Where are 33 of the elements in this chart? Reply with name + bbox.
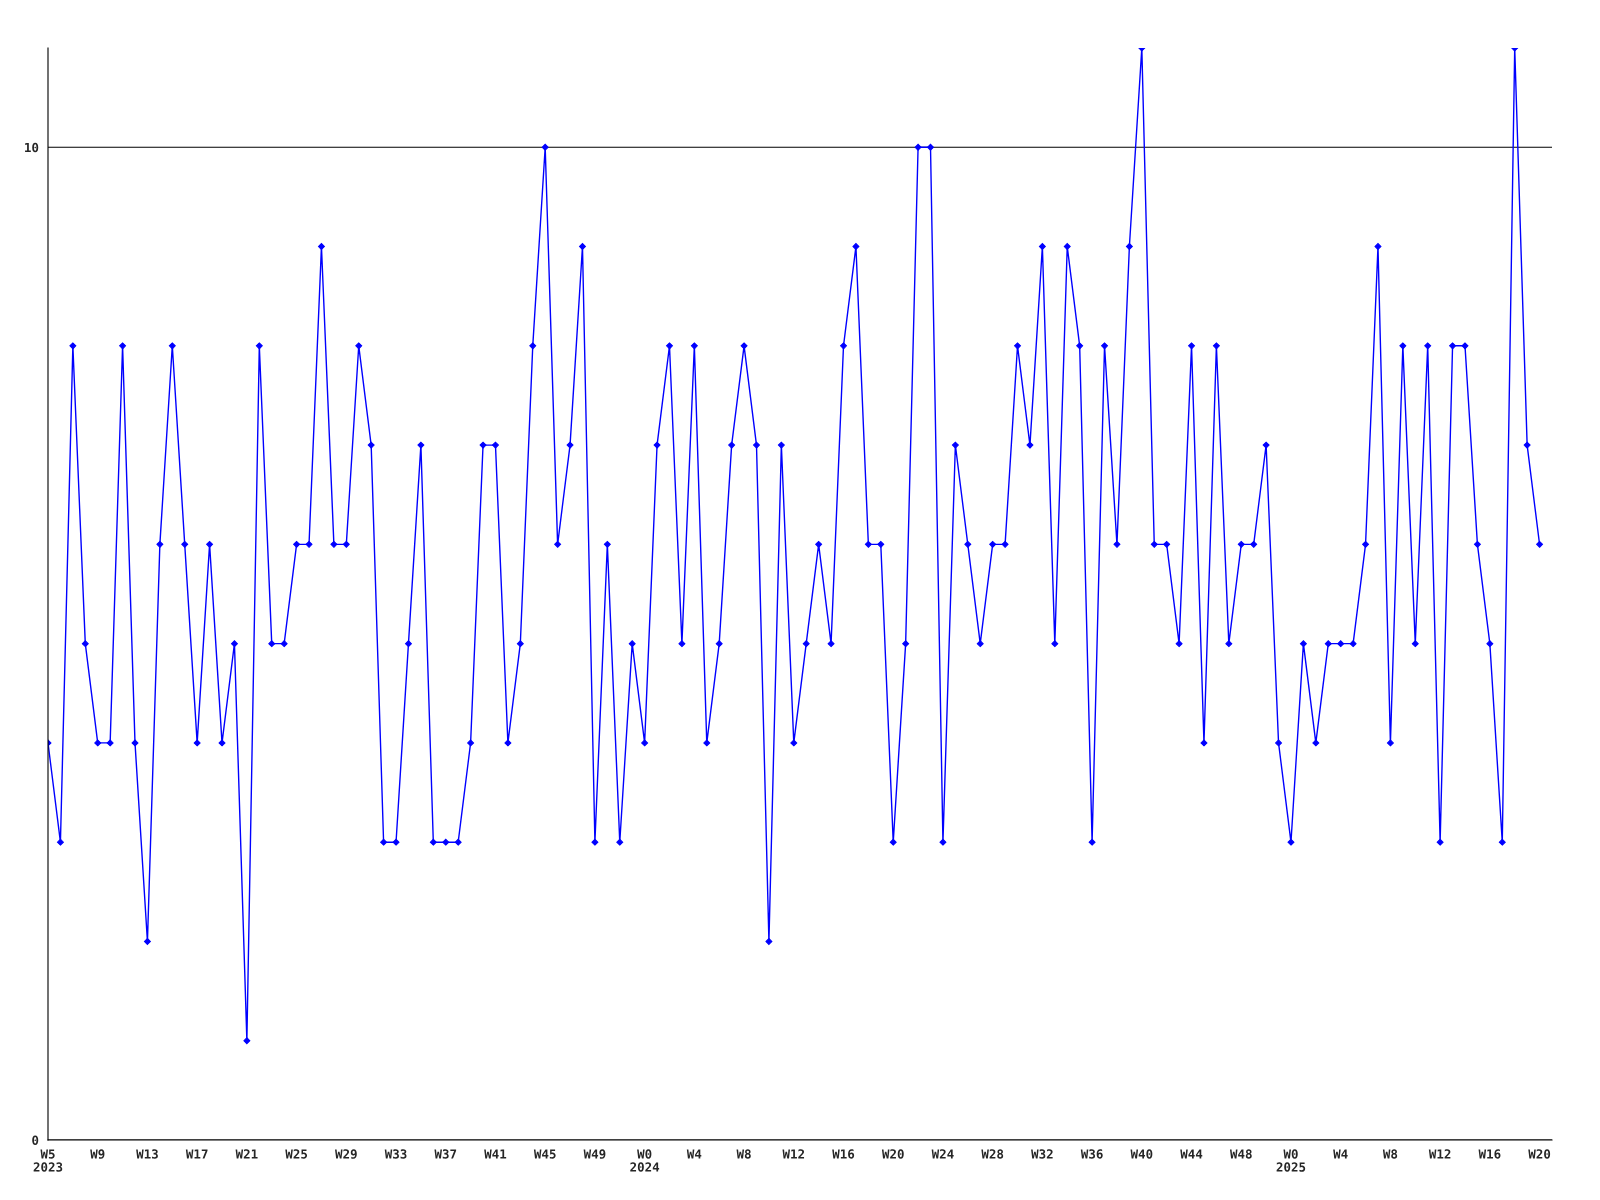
x-tick-label: W28	[981, 1149, 1004, 1159]
x-tick-label: W12	[782, 1149, 805, 1159]
x-tick-label: W16	[832, 1149, 855, 1159]
x-tick-label: W4	[686, 1149, 702, 1159]
y-tick-label: 10	[25, 142, 39, 153]
x-tick-label: W16	[1478, 1149, 1501, 1159]
x-tick-label: W5 2023	[33, 1149, 63, 1172]
x-tick-label: W36	[1080, 1149, 1103, 1159]
x-tick-label: W12	[1428, 1149, 1451, 1159]
x-tick-label: W0 2024	[630, 1149, 660, 1172]
x-tick-label: W45	[533, 1149, 556, 1159]
x-tick-label: W13	[136, 1149, 158, 1159]
x-tick-label: W21	[235, 1149, 258, 1159]
x-tick-label: W20	[881, 1149, 904, 1159]
x-tick-label: W29	[335, 1149, 357, 1159]
x-tick-label: W4	[1333, 1149, 1348, 1159]
x-tick-label: W24	[931, 1149, 954, 1159]
x-tick-label: W17	[185, 1149, 208, 1159]
x-tick-label: W37	[434, 1149, 457, 1159]
y-tick-label: 0	[32, 1135, 39, 1145]
x-tick-label: W32	[1031, 1149, 1053, 1159]
x-tick-label: W48	[1229, 1149, 1252, 1159]
x-tick-label: W40	[1130, 1149, 1153, 1159]
x-tick-label: W33	[384, 1149, 407, 1159]
x-tick-label: W8	[1382, 1149, 1398, 1159]
x-tick-label: W44	[1180, 1149, 1203, 1159]
x-tick-label: W49	[583, 1149, 606, 1159]
x-tick-label: W41	[484, 1149, 507, 1159]
x-tick-label: W8	[736, 1149, 751, 1159]
x-tick-label: W25	[285, 1149, 308, 1159]
x-tick-label: W20	[1528, 1149, 1551, 1159]
x-tick-label: W0 2025	[1276, 1149, 1306, 1172]
x-tick-label: W9	[90, 1149, 105, 1159]
